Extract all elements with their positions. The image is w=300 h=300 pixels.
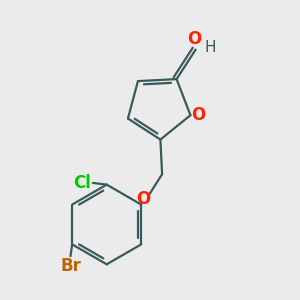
Text: O: O [187,30,201,48]
Text: H: H [204,40,216,56]
Text: O: O [191,106,205,124]
Text: O: O [136,190,150,208]
Text: Br: Br [60,257,81,275]
Text: Cl: Cl [73,174,91,192]
